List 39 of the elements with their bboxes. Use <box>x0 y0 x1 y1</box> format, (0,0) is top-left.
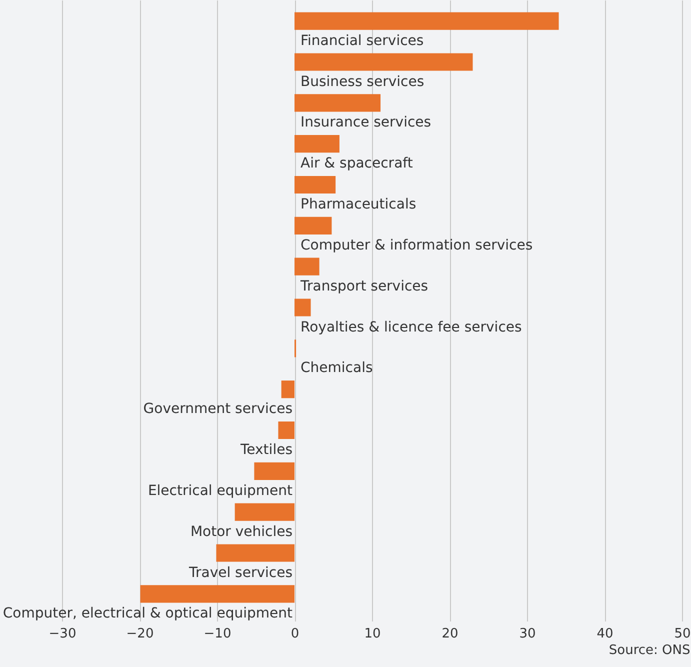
bar <box>294 298 311 316</box>
y-tick-label: Insurance services <box>300 114 432 131</box>
bar <box>294 258 320 276</box>
y-tick-label: Electrical equipment <box>148 482 294 499</box>
source-note: Source: ONS <box>608 643 690 658</box>
x-tick-label: 40 <box>596 626 614 642</box>
x-tick-label: 0 <box>290 626 300 642</box>
bar <box>294 216 332 234</box>
bar <box>294 135 340 153</box>
y-tick-label: Pharmaceuticals <box>300 196 416 213</box>
x-tick-label: −10 <box>204 626 232 642</box>
y-tick-label: Transport services <box>300 278 428 294</box>
x-tick-label: −20 <box>126 626 154 642</box>
bar <box>216 544 294 562</box>
bar <box>294 94 381 112</box>
bar <box>281 380 294 398</box>
y-tick-label: Royalties & licence fee services <box>300 319 522 336</box>
y-tick-label: Financial services <box>300 32 424 49</box>
y-tick-label: Government services <box>143 401 292 418</box>
y-tick-label: Travel services <box>188 564 292 581</box>
bar <box>294 12 559 30</box>
y-tick-label: Textiles <box>239 442 292 458</box>
bar <box>294 176 336 194</box>
bar <box>294 53 473 71</box>
y-tick-label: Computer & information services <box>300 237 533 254</box>
x-tick-label: 20 <box>442 626 458 642</box>
y-tick-label: Air & spacecraft <box>300 156 414 172</box>
bar <box>278 421 294 440</box>
y-tick-label: Motor vehicles <box>190 524 292 540</box>
x-tick-label: 30 <box>519 626 536 642</box>
y-tick-label: Chemicals <box>300 360 373 376</box>
x-tick-label: 50 <box>674 626 691 642</box>
x-tick-label: 10 <box>364 626 381 642</box>
bar <box>234 503 294 521</box>
y-tick-label: Computer, electrical & optical equipment <box>2 606 294 622</box>
x-tick-label: −30 <box>48 626 76 642</box>
bar <box>140 585 294 603</box>
y-tick-label: Business services <box>300 74 424 90</box>
bar <box>254 462 294 480</box>
